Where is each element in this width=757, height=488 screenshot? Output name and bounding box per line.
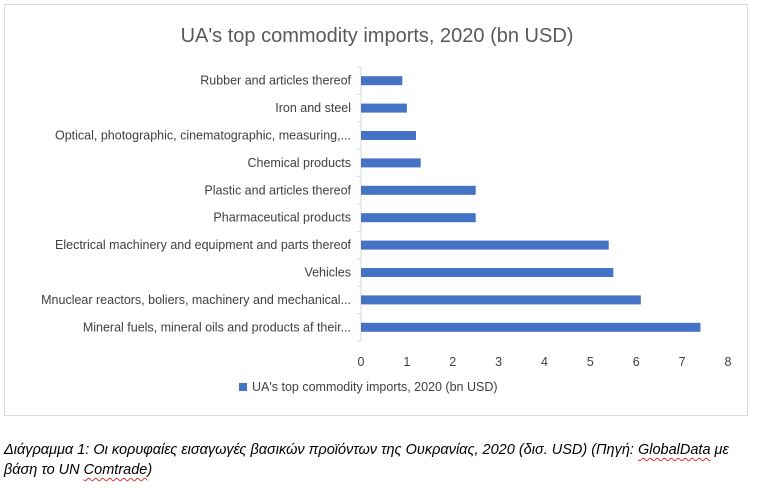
bar — [361, 131, 417, 140]
y-tick-label: Optical, photographic, cinematographic, … — [55, 129, 351, 143]
x-tick-label: 8 — [725, 355, 732, 369]
bar — [361, 158, 421, 168]
bar — [361, 268, 614, 277]
chart-title: UA's top commodity imports, 2020 (bn USD… — [180, 25, 574, 47]
x-tick-label: 6 — [633, 355, 640, 369]
caption-source-db: Comtrade — [83, 462, 148, 478]
y-tick-label: Plastic and articles thereof — [204, 183, 351, 197]
x-tick-label: 1 — [403, 355, 410, 369]
y-tick-label: Mineral fuels, mineral oils and products… — [83, 320, 351, 334]
x-tick-label: 7 — [679, 355, 686, 369]
y-tick-label: Electrical machinery and equipment and p… — [55, 238, 352, 252]
bar — [361, 185, 476, 195]
legend-swatch — [239, 383, 247, 391]
bar-chart: Rubber and articles thereof Iron and stee… — [41, 66, 732, 394]
caption-text: Διάγραμμα 1: Οι κορυφαίες εισαγωγές βασι… — [4, 442, 638, 458]
bar — [361, 103, 407, 113]
y-tick-label: Mnuclear reactors, boliers, machinery an… — [41, 293, 351, 307]
caption-text-end: ) — [147, 462, 153, 478]
y-tick-label: Pharmaceutical products — [213, 211, 351, 225]
y-tick-label: Vehicles — [304, 266, 351, 280]
y-tick-label: Iron and steel — [275, 101, 351, 115]
bar — [361, 295, 641, 305]
y-tick-label: Chemical products — [247, 156, 351, 170]
bar — [361, 240, 609, 250]
x-tick-label: 2 — [449, 355, 456, 369]
y-tick-label: Rubber and articles thereof — [200, 74, 351, 88]
bar — [361, 76, 403, 86]
x-tick-label: 4 — [541, 355, 548, 369]
chart-area: UA's top commodity imports, 2020 (bn USD… — [4, 4, 748, 416]
figure-caption: Διάγραμμα 1: Οι κορυφαίες εισαγωγές βασι… — [4, 440, 752, 480]
caption-text-mid: με βάση το UN — [4, 442, 729, 478]
caption-source-name: GlobalData — [637, 442, 711, 458]
bar — [361, 322, 701, 332]
x-tick-label: 3 — [495, 355, 502, 369]
x-tick-label: 0 — [358, 355, 365, 369]
legend-label: UA's top commodity imports, 2020 (bn USD… — [252, 380, 498, 394]
bar — [361, 213, 476, 223]
x-tick-label: 5 — [587, 355, 594, 369]
